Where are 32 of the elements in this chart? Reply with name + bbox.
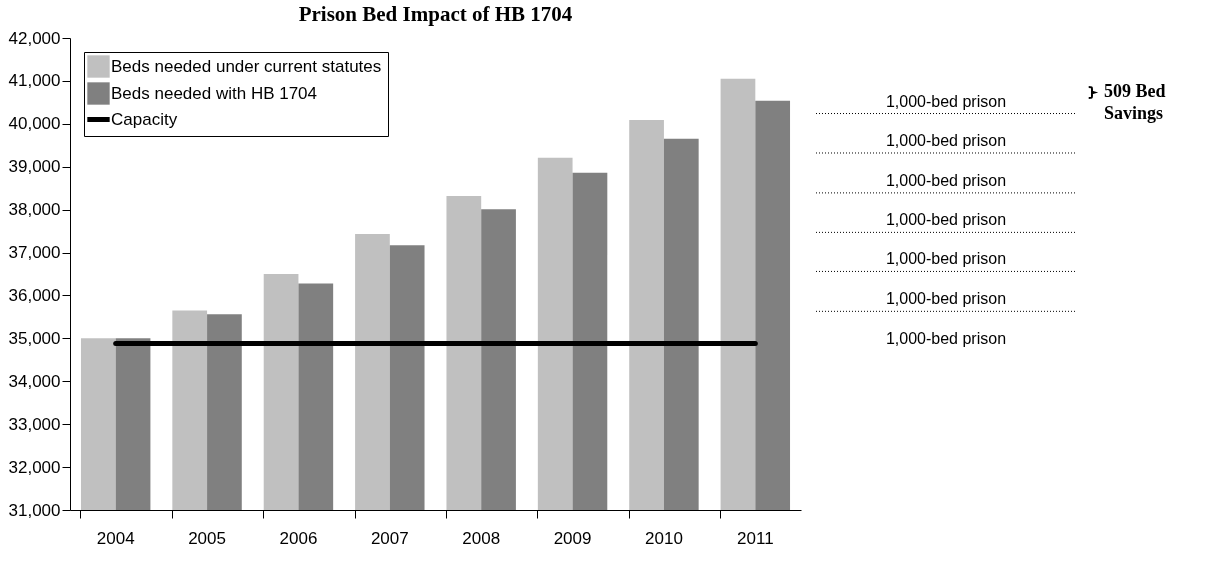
x-tick-label: 2005 bbox=[188, 528, 226, 548]
legend-label: Capacity bbox=[111, 109, 178, 129]
text: 1,000-bed prison bbox=[885, 330, 1007, 348]
ref-line-label: 1,000-bed prison bbox=[885, 171, 1007, 189]
ref-line-label: 1,000-bed prison bbox=[885, 132, 1007, 149]
x-tick-label: 2004 bbox=[96, 528, 135, 548]
y-tick-label: 33,000 bbox=[8, 414, 61, 434]
y-tick-label: 40,000 bbox=[8, 114, 61, 134]
y-tick-label: 31,000 bbox=[8, 500, 61, 520]
ref-line-label: 1,000-bed prison bbox=[885, 211, 1007, 229]
y-tick-label: 37,000 bbox=[8, 243, 61, 263]
y-tick-label: 32,000 bbox=[8, 457, 61, 477]
y-tick-label: 39,000 bbox=[8, 157, 61, 177]
text: 509 Bed Savings bbox=[1104, 80, 1166, 123]
y-tick-label: 42,000 bbox=[8, 28, 61, 48]
legend-label: Beds needed with HB 1704 bbox=[111, 83, 318, 103]
y-tick-label: 35,000 bbox=[8, 328, 61, 348]
y-tick-label: 38,000 bbox=[8, 200, 61, 220]
x-tick-label: 2011 bbox=[737, 528, 774, 548]
x-tick-label: 2009 bbox=[553, 528, 592, 548]
legend-label: Beds needed under current statutes bbox=[111, 56, 382, 76]
x-tick-label: 2007 bbox=[370, 528, 409, 548]
y-tick-label: 34,000 bbox=[8, 371, 61, 391]
x-tick-label: 2006 bbox=[279, 528, 318, 548]
ref-line-label: 1,000-bed prison bbox=[885, 92, 1007, 110]
y-tick-label: 36,000 bbox=[8, 285, 61, 305]
y-tick-label: 41,000 bbox=[8, 71, 61, 91]
x-tick-label: 2008 bbox=[462, 528, 501, 548]
x-tick-label: 2010 bbox=[645, 528, 683, 548]
chart-title: Prison Bed Impact of HB 1704 bbox=[298, 2, 573, 26]
ref-line-label: 1,000-bed prison bbox=[885, 250, 1007, 268]
ref-line-label: 1,000-bed prison bbox=[885, 290, 1007, 308]
